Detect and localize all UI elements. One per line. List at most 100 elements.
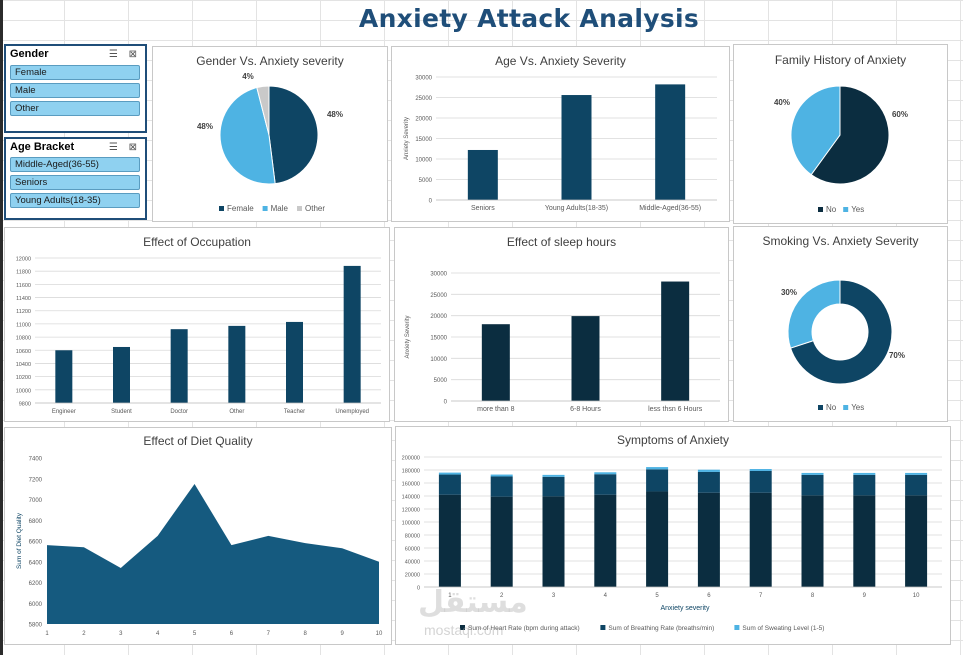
slicer-filter-icons[interactable]: ☰ ⊠ [108, 49, 141, 60]
x-tick-label: 3 [119, 631, 123, 637]
y-tick-label: 11000 [16, 322, 31, 328]
x-tick-label: 5 [193, 631, 197, 637]
slicer-filter-icons[interactable]: ☰ ⊠ [108, 142, 141, 153]
y-tick-label: 5000 [419, 178, 433, 184]
x-tick-label: Doctor [170, 409, 188, 415]
bar [343, 265, 361, 403]
slicer-item-female[interactable]: Female [10, 65, 140, 80]
legend-swatch [734, 625, 740, 630]
gender-pie-svg: 48% 48% 4% Female Male Other [197, 72, 343, 213]
diet-area-svg: 5800 6000 6200 6400 6600 6800 7000 7200 7400 1 2 3 4… [16, 457, 383, 638]
x-tick-label: Young Adults(18-35) [545, 205, 608, 212]
y-tick-label: 10400 [16, 362, 31, 368]
bar-segment-2 [490, 476, 513, 497]
chart-title: Effect of Diet Quality [143, 434, 253, 448]
legend-label: Sum of Sweating Level (1-5) [742, 625, 824, 632]
sleep-bar-svg: 0 5000 10000 15000 20000 25000 30000 more than … [405, 272, 720, 413]
x-tick-label: Unemployed [335, 409, 369, 415]
y-tick-label: 5000 [434, 378, 448, 384]
y-tick-label: 0 [417, 586, 420, 592]
chart-title: Smoking Vs. Anxiety Severity [762, 234, 919, 248]
bar-segment-2 [905, 474, 928, 496]
bar-segment-3 [542, 474, 565, 477]
y-tick-label: 20000 [405, 573, 420, 579]
chart-family[interactable]: Family History of Anxiety 60% 40% No Yes [733, 44, 948, 224]
x-tick-label: 2 [500, 593, 504, 599]
y-tick-label: 0 [429, 199, 433, 205]
chart-diet[interactable]: Effect of Diet Quality 5800 6000 6200 6400 6… [4, 427, 392, 645]
x-tick-label: 1 [45, 631, 49, 637]
legend-label: Yes [851, 403, 864, 412]
slicer-item-middle-aged[interactable]: Middle-Aged(36-55) [10, 157, 140, 172]
y-tick-label: 10000 [16, 388, 31, 394]
y-tick-label: 140000 [402, 495, 420, 501]
x-tick-label: 3 [552, 593, 556, 599]
x-tick-label: more than 8 [477, 406, 514, 413]
legend-label: Female [227, 204, 254, 213]
occupation-bar-svg: 9800 10000 10200 10400 10600 10800 11000 11200 1… [16, 257, 381, 415]
bar-segment-2 [697, 471, 720, 493]
bar-segment-1 [801, 495, 824, 587]
legend-label: Yes [851, 205, 864, 214]
data-label: 30% [781, 288, 797, 297]
slicer-item-other[interactable]: Other [10, 101, 140, 116]
slicer-item-male[interactable]: Male [10, 83, 140, 98]
gender-slicer[interactable]: Gender ☰ ⊠ Female Male Other [4, 44, 147, 133]
bar-segment-1 [438, 494, 461, 587]
legend-swatch [600, 625, 606, 630]
legend-swatch [460, 625, 465, 630]
y-tick-label: 15000 [430, 336, 447, 342]
legend-swatch [297, 206, 302, 211]
pie-slice-yes [787, 279, 841, 349]
y-tick-label: 30000 [415, 76, 432, 82]
y-tick-label: 10000 [415, 158, 432, 164]
bar-segment-3 [646, 467, 669, 470]
y-tick-label: 7000 [29, 498, 43, 504]
age-slicer[interactable]: Age Bracket ☰ ⊠ Middle-Aged(36-55) Senio… [4, 137, 147, 220]
legend-label: No [826, 403, 837, 412]
y-tick-label: 11200 [16, 309, 31, 315]
bar-segment-2 [594, 474, 617, 495]
x-tick-label: 6 [707, 593, 711, 599]
chart-smoking[interactable]: Smoking Vs. Anxiety Severity 70% 30% No Yes [733, 226, 948, 422]
family-pie-svg: 60% 40% No Yes [774, 85, 908, 214]
y-tick-label: 25000 [430, 293, 447, 299]
smoking-donut-svg: 70% 30% No Yes [781, 279, 905, 412]
bar [55, 350, 73, 403]
chart-occupation[interactable]: Effect of Occupation 9800 10000 10200 10400… [4, 227, 390, 422]
y-tick-label: 100000 [402, 521, 420, 527]
x-tick-label: 10 [376, 631, 383, 637]
x-tick-label: 10 [913, 593, 920, 599]
bar-segment-1 [646, 491, 669, 587]
chart-symptoms[interactable]: Symptoms of Anxiety 0 20000 40000 60000 8000… [395, 426, 951, 645]
chart-title: Gender Vs. Anxiety severity [196, 54, 344, 68]
chart-title: Symptoms of Anxiety [616, 433, 730, 447]
y-tick-label: 10200 [16, 375, 31, 381]
chart-title: Age Vs. Anxiety Severity [495, 54, 626, 68]
x-tick-label: 8 [304, 631, 308, 637]
slicer-item-seniors[interactable]: Seniors [10, 175, 140, 190]
legend-label: No [826, 205, 837, 214]
y-tick-label: 7200 [29, 477, 43, 483]
y-tick-label: 20000 [415, 117, 432, 123]
y-tick-label: 5800 [29, 623, 43, 629]
legend-swatch [262, 206, 268, 211]
gender-slicer-header: Gender [10, 48, 49, 60]
bar-segment-3 [749, 469, 772, 471]
chart-gender[interactable]: Gender Vs. Anxiety severity 48% 48% 4% Fema… [152, 46, 388, 222]
chart-age[interactable]: Age Vs. Anxiety Severity 0 5000 10000 15000… [391, 46, 730, 222]
age-slicer-header: Age Bracket [10, 141, 75, 153]
y-tick-label: 10800 [16, 336, 31, 342]
y-tick-label: 6000 [29, 602, 43, 608]
x-tick-label: 9 [340, 631, 344, 637]
data-label: 70% [889, 351, 905, 360]
bar-segment-3 [490, 474, 513, 477]
x-tick-label: 6 [230, 631, 234, 637]
slicer-item-young-adults[interactable]: Young Adults(18-35) [10, 193, 140, 208]
chart-sleep[interactable]: Effect of sleep hours 0 5000 10000 15000 200… [394, 227, 729, 422]
y-tick-label: 30000 [430, 272, 447, 278]
y-tick-label: 25000 [415, 96, 432, 102]
y-axis-title: Sum of Diet Quality [16, 512, 23, 569]
bar-segment-2 [542, 476, 565, 497]
x-tick-label: 4 [604, 593, 608, 599]
